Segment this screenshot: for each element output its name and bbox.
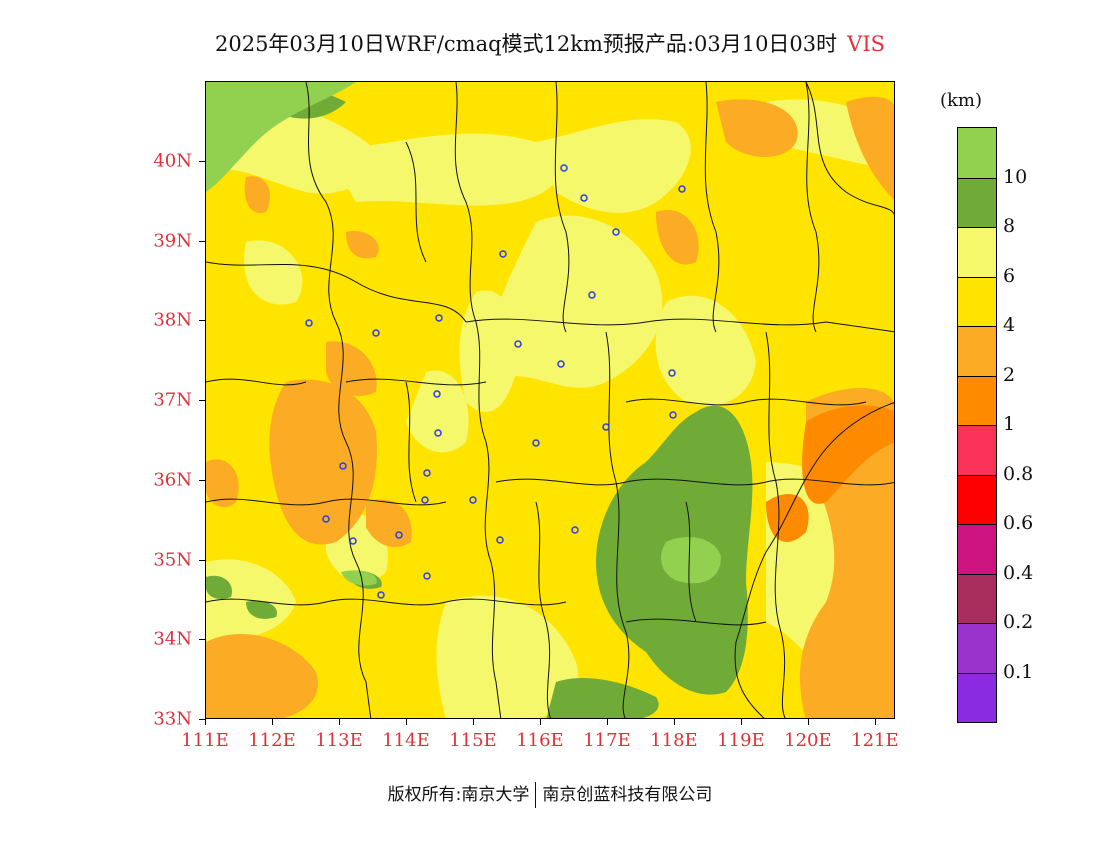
lat-label: 36N: [153, 469, 192, 491]
colorbar: [957, 127, 997, 723]
colorbar-level-label: 0.4: [1003, 561, 1034, 584]
lon-label: 111E: [181, 730, 229, 751]
colorbar-level-label: 1: [1003, 413, 1016, 435]
lat-tick: [199, 639, 205, 641]
colorbar-level-label: 6: [1003, 264, 1016, 287]
city-markers: [305, 164, 686, 599]
lat-label: 40N: [153, 150, 192, 172]
lat-tick: [199, 719, 205, 720]
lon-tick: [606, 719, 608, 725]
lon-tick: [271, 719, 273, 725]
lon-tick: [673, 719, 675, 725]
lat-tick: [199, 160, 205, 162]
lon-tick: [472, 719, 474, 725]
lon-label: 112E: [248, 730, 296, 751]
lon-label: 115E: [449, 730, 497, 751]
map-title: 2025年03月10日WRF/cmaq模式12km预报产品:03月10日03时 V…: [0, 28, 1100, 58]
lon-tick: [405, 719, 407, 725]
vis-1-2-zones: [766, 405, 894, 542]
lat-label: 37N: [153, 389, 192, 411]
copyright-footer: 版权所有:南京大学 南京创蓝科技有限公司: [0, 780, 1100, 808]
footer-right: 南京创蓝科技有限公司: [542, 785, 713, 805]
colorbar-segment: [958, 573, 996, 623]
coastline: [734, 82, 894, 718]
colorbar-segment: [958, 623, 996, 673]
lon-tick: [740, 719, 742, 725]
lat-label: 34N: [153, 628, 192, 650]
lon-label: 121E: [851, 730, 899, 751]
province-boundaries: [206, 82, 894, 718]
title-variable: VIS: [847, 32, 886, 56]
lon-label: 113E: [315, 730, 363, 751]
lon-tick: [539, 719, 541, 725]
colorbar-level-label: 2: [1003, 363, 1016, 386]
vis-10-plus-zones: [206, 82, 721, 586]
lon-tick: [338, 719, 340, 725]
map-plot-area: [205, 81, 895, 719]
lon-label: 117E: [583, 730, 631, 751]
colorbar-level-label: 8: [1003, 215, 1016, 237]
footer-separator: [535, 782, 537, 808]
lat-label: 35N: [153, 549, 192, 570]
lon-label: 116E: [516, 730, 564, 751]
lon-label: 119E: [717, 730, 765, 751]
colorbar-segment: [958, 672, 996, 722]
lat-tick: [199, 240, 205, 242]
colorbar-segment: [958, 425, 996, 475]
colorbar-segment: [958, 375, 996, 425]
lat-label: 33N: [153, 708, 192, 730]
lat-tick: [199, 479, 205, 481]
colorbar-level-label: 0.8: [1003, 462, 1034, 485]
lat-label: 39N: [153, 230, 192, 251]
lat-tick: [199, 320, 205, 322]
lon-tick: [874, 719, 876, 725]
colorbar-segment: [958, 128, 996, 178]
colorbar-segment: [958, 227, 996, 277]
lat-tick: [199, 400, 205, 401]
colorbar-level-label: 0.6: [1003, 512, 1034, 534]
lon-label: 120E: [784, 730, 832, 751]
footer-left: 版权所有:南京大学: [387, 785, 530, 805]
colorbar-segment: [958, 474, 996, 524]
colorbar-level-label: 4: [1003, 314, 1016, 336]
colorbar-segment: [958, 177, 996, 227]
lat-label: 38N: [153, 309, 192, 331]
lat-tick: [199, 559, 205, 561]
colorbar-segment: [958, 276, 996, 326]
colorbar-segment: [958, 524, 996, 574]
lon-tick: [205, 719, 206, 725]
colorbar-level-label: 10: [1003, 165, 1028, 188]
lon-tick: [807, 719, 809, 725]
lon-label: 114E: [382, 730, 430, 751]
lon-label: 118E: [650, 730, 698, 751]
visibility-field-map: [206, 82, 894, 718]
colorbar-unit: (km): [940, 90, 983, 111]
colorbar-level-label: 0.2: [1003, 611, 1034, 633]
colorbar-level-label: 0.1: [1003, 660, 1034, 683]
colorbar-segment: [958, 326, 996, 376]
title-text: 2025年03月10日WRF/cmaq模式12km预报产品:03月10日03时: [214, 32, 838, 56]
